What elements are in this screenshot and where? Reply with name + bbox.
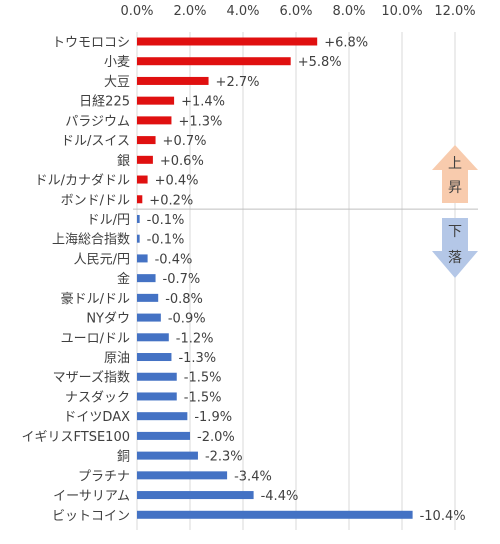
data-label: +6.8%: [324, 36, 368, 51]
x-tick-label: 8.0%: [332, 4, 365, 19]
bar: [137, 333, 169, 342]
data-label: +0.6%: [160, 154, 204, 169]
data-label: -0.7%: [163, 272, 201, 287]
category-label: トウモロコシ: [52, 36, 130, 51]
data-label: -0.9%: [168, 312, 206, 327]
down-arrow-char-1: 下: [448, 224, 462, 240]
bar: [137, 471, 228, 480]
category-label: ボンド/ドル: [61, 193, 130, 208]
bar: [137, 76, 209, 85]
down-arrow: 下 落: [432, 218, 478, 278]
category-label: 金: [117, 271, 130, 287]
data-label: +2.7%: [216, 75, 260, 90]
bar: [137, 175, 148, 184]
data-label: -1.5%: [184, 371, 222, 386]
data-label: -2.0%: [197, 430, 235, 445]
data-label: -1.5%: [184, 390, 222, 405]
bar: [137, 234, 140, 243]
bar: [137, 274, 156, 283]
bar: [137, 353, 172, 362]
x-tick-label: 12.0%: [434, 4, 475, 19]
x-tick-label: 6.0%: [279, 4, 312, 19]
x-axis-ticks: 0.0% 2.0% 4.0% 6.0% 8.0% 10.0% 12.0%: [120, 4, 475, 19]
bar: [137, 195, 143, 204]
down-arrow-shape: [432, 218, 478, 278]
up-arrow-shape: [432, 145, 478, 203]
data-label: -4.4%: [261, 489, 299, 504]
data-label: +1.3%: [178, 114, 222, 129]
category-label: 銀: [117, 154, 130, 169]
bar: [137, 254, 148, 263]
data-label: +0.2%: [149, 193, 193, 208]
category-label: ユーロ/ドル: [61, 331, 130, 346]
x-tick-label: 4.0%: [226, 4, 259, 19]
category-label: 原油: [104, 351, 130, 366]
data-label: -1.2%: [176, 331, 214, 346]
category-label: ドル/カナダドル: [35, 174, 130, 189]
bar: [137, 372, 177, 381]
bar: [137, 57, 291, 66]
up-arrow-char-2: 昇: [448, 180, 462, 196]
bar: [137, 116, 172, 125]
gridlines: [136, 32, 456, 530]
data-label: -2.3%: [205, 450, 243, 465]
category-label: ドル/円: [87, 213, 130, 228]
data-label: -1.9%: [194, 410, 232, 425]
up-arrow: 上 昇: [432, 145, 478, 203]
category-label: 銅: [117, 450, 130, 465]
category-label: ドル/スイス: [61, 134, 130, 149]
category-label: 豪ドル/ドル: [61, 291, 130, 307]
category-label: NYダウ: [86, 312, 130, 327]
x-tick-label: 2.0%: [173, 4, 206, 19]
bar: [137, 37, 318, 46]
bar: [137, 96, 175, 105]
up-arrow-char-1: 上: [448, 156, 462, 172]
bar: [137, 136, 156, 145]
data-label: -10.4%: [420, 509, 466, 524]
x-tick-label: 10.0%: [381, 4, 422, 19]
bar: [137, 491, 254, 500]
category-label: ビットコイン: [52, 509, 130, 524]
data-label: -3.4%: [234, 469, 272, 484]
bar: [137, 313, 161, 322]
category-label: マザーズ指数: [53, 370, 130, 386]
bar: [137, 412, 188, 421]
category-label: 日経225: [79, 95, 130, 110]
data-label: -1.3%: [178, 351, 216, 366]
bar: [137, 392, 177, 401]
bar: [137, 451, 198, 460]
bar: [137, 510, 413, 519]
data-labels: +6.8% +5.8% +2.7% +1.4% +1.3% +0.7% +0.6% +0.4%…: [147, 36, 466, 524]
data-label: +0.7%: [163, 134, 207, 149]
category-label: ドイツDAX: [63, 410, 130, 425]
category-label: プラチナ: [78, 469, 130, 484]
category-label: イーサリアム: [53, 489, 130, 504]
data-label: +0.4%: [155, 174, 199, 189]
bar: [137, 214, 140, 223]
category-label: 上海総合指数: [52, 233, 130, 248]
data-label: -0.1%: [147, 213, 185, 228]
bar: [137, 431, 190, 440]
data-label: +5.8%: [298, 55, 342, 70]
bars: [137, 37, 413, 519]
category-label: イギリスFTSE100: [22, 430, 130, 445]
category-label: ナスダック: [65, 390, 130, 405]
data-label: +1.4%: [181, 95, 225, 110]
data-label: -0.8%: [165, 292, 203, 307]
bar: [137, 293, 159, 302]
down-arrow-char-2: 落: [448, 250, 462, 266]
category-label: 大豆: [104, 75, 130, 90]
category-label: 小麦: [104, 55, 130, 70]
bar: [137, 155, 153, 164]
data-label: -0.1%: [147, 233, 185, 248]
data-label: -0.4%: [155, 252, 193, 267]
category-label: パラジウム: [65, 114, 130, 129]
category-label: 人民元/円: [74, 252, 130, 267]
x-tick-label: 0.0%: [120, 4, 153, 19]
